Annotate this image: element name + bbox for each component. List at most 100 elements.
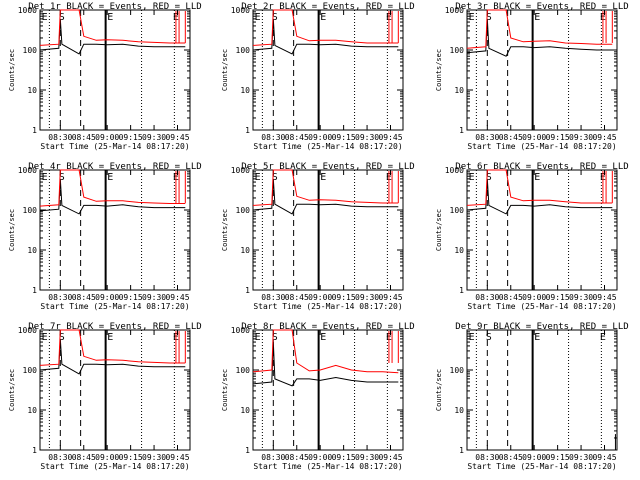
y-tick-label: 10 <box>454 406 464 415</box>
y-tick-label: 10 <box>240 406 250 415</box>
y-tick-label: 1 <box>32 446 37 455</box>
x-tick-label: 09:45 <box>378 133 402 142</box>
y-tick-label: 100 <box>236 206 251 215</box>
plot-frame <box>466 9 618 131</box>
y-axis-label: Counts/sec <box>435 49 443 91</box>
y-tick-label: 10 <box>27 86 37 95</box>
series-events <box>39 18 186 55</box>
series-events <box>252 18 399 55</box>
x-tick-label: 08:30 <box>261 453 285 462</box>
y-tick-label: 100 <box>450 366 465 375</box>
y-tick-label: 1 <box>459 126 464 135</box>
x-axis-label: Start Time (25-Mar-14 08:17:20) <box>253 462 402 471</box>
x-tick-label: 08:45 <box>285 133 309 142</box>
x-tick-label: 09:30 <box>569 133 593 142</box>
chart-title: Det 4r BLACK = Events, RED = LLD <box>28 162 201 172</box>
event-marker: E <box>42 172 48 183</box>
event-marker: S <box>59 172 65 183</box>
y-tick-label: 100 <box>23 46 38 55</box>
x-tick-label: 09:15 <box>119 453 143 462</box>
chart-panel-2: Det 2r BLACK = Events, RED = LLDESEE1101… <box>221 2 415 151</box>
y-axis-label: Counts/sec <box>8 369 16 411</box>
x-tick-label: 09:00 <box>522 293 546 302</box>
event-marker: E <box>469 12 475 23</box>
x-tick-label: 08:45 <box>499 133 523 142</box>
y-axis-label: Counts/sec <box>8 49 16 91</box>
y-tick-label: 10 <box>454 86 464 95</box>
x-tick-label: 08:45 <box>499 293 523 302</box>
series-lld <box>466 169 613 206</box>
chart-panel-8: Det 8r BLACK = Events, RED = LLDESEE1101… <box>221 322 415 471</box>
series-lld <box>39 9 186 46</box>
y-tick-label: 100 <box>23 206 38 215</box>
y-tick-label: 1000 <box>18 6 37 15</box>
x-tick-label: 09:45 <box>165 293 189 302</box>
chart-title: Det 8r BLACK = Events, RED = LLD <box>241 322 414 332</box>
event-marker: E <box>534 12 540 23</box>
chart-panel-1: Det 1r BLACK = Events, RED = LLDESEE1101… <box>8 2 202 151</box>
y-tick-label: 1 <box>459 286 464 295</box>
chart-panel-3: Det 3r BLACK = Events, RED = LLDESEE1101… <box>435 2 629 151</box>
chart-title: Det 9r BLACK = Events, RED = LLD <box>455 322 628 332</box>
event-marker: E <box>469 172 475 183</box>
y-axis-label: Counts/sec <box>8 209 16 251</box>
x-tick-label: 08:45 <box>499 453 523 462</box>
x-tick-label: 09:15 <box>332 453 356 462</box>
y-axis-label: Counts/sec <box>221 209 229 251</box>
event-marker: E <box>534 332 540 343</box>
x-tick-label: 09:30 <box>355 293 379 302</box>
x-tick-label: 08:30 <box>48 293 72 302</box>
x-tick-label: 09:00 <box>308 293 332 302</box>
event-marker: S <box>272 332 278 343</box>
y-tick-label: 1 <box>459 446 464 455</box>
event-marker: S <box>486 12 492 23</box>
x-tick-label: 09:00 <box>95 133 119 142</box>
series-lld <box>252 9 399 46</box>
event-marker: E <box>320 332 326 343</box>
y-tick-label: 1000 <box>231 326 250 335</box>
series-events <box>466 178 613 215</box>
plot-frame <box>466 169 618 291</box>
x-tick-label: 09:00 <box>522 453 546 462</box>
event-marker: E <box>255 172 261 183</box>
x-axis-label: Start Time (25-Mar-14 08:17:20) <box>253 302 402 311</box>
chart-title: Det 7r BLACK = Events, RED = LLD <box>28 322 201 332</box>
series-lld <box>252 329 399 374</box>
y-tick-label: 1000 <box>18 326 37 335</box>
chart-panel-6: Det 6r BLACK = Events, RED = LLDESEE1101… <box>435 162 629 311</box>
x-tick-label: 08:30 <box>475 453 499 462</box>
event-marker: S <box>59 332 65 343</box>
chart-panel-7: Det 7r BLACK = Events, RED = LLDESEE1101… <box>8 322 202 471</box>
x-tick-label: 09:00 <box>308 133 332 142</box>
x-tick-label: 09:15 <box>119 293 143 302</box>
event-marker: S <box>272 172 278 183</box>
series-lld <box>466 9 613 49</box>
x-axis-label: Start Time (25-Mar-14 08:17:20) <box>467 142 616 151</box>
event-marker: E <box>255 332 261 343</box>
event-marker: E <box>320 172 326 183</box>
series-lld <box>39 329 186 366</box>
plot-frame <box>39 9 191 131</box>
y-tick-label: 10 <box>27 406 37 415</box>
y-axis-label: Counts/sec <box>435 209 443 251</box>
x-tick-label: 08:45 <box>72 453 96 462</box>
event-marker: E <box>107 12 113 23</box>
chart-title: Det 3r BLACK = Events, RED = LLD <box>455 2 628 12</box>
x-tick-label: 08:30 <box>475 133 499 142</box>
plot-frame <box>252 329 404 451</box>
event-marker: S <box>272 12 278 23</box>
plot-frame <box>252 9 404 131</box>
y-tick-label: 10 <box>240 246 250 255</box>
event-marker: S <box>59 12 65 23</box>
y-tick-label: 1 <box>245 286 250 295</box>
event-marker: E <box>107 172 113 183</box>
y-tick-label: 1 <box>245 446 250 455</box>
y-axis-label: Counts/sec <box>221 369 229 411</box>
x-tick-label: 09:45 <box>165 133 189 142</box>
x-tick-label: 09:45 <box>378 453 402 462</box>
x-tick-label: 09:15 <box>546 133 570 142</box>
event-marker: S <box>486 332 492 343</box>
x-tick-label: 08:45 <box>72 133 96 142</box>
x-tick-label: 08:30 <box>475 293 499 302</box>
